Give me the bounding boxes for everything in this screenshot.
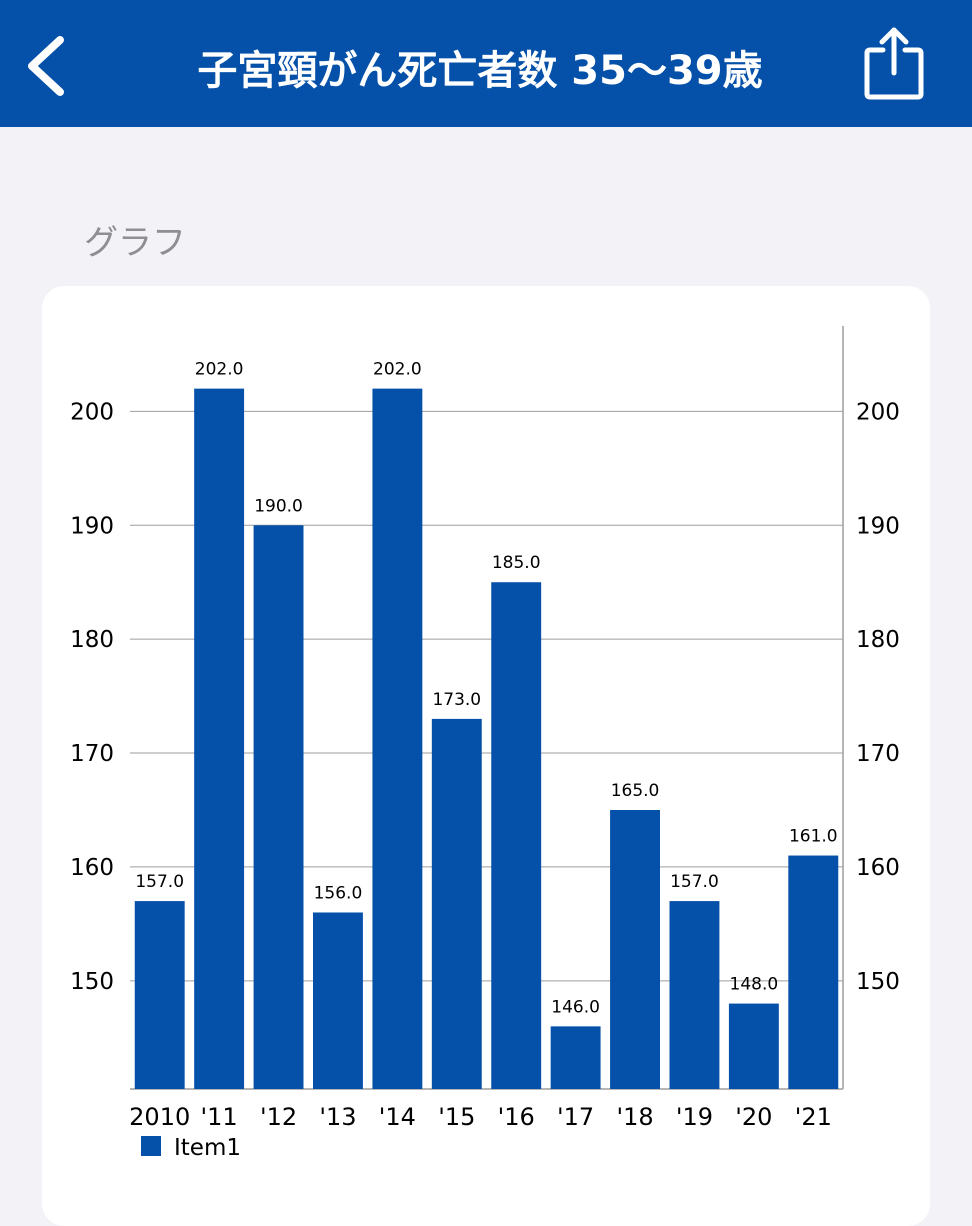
bar: [491, 582, 542, 1089]
bar: [372, 388, 423, 1089]
y-tick-label-right: 200: [856, 399, 900, 425]
x-tick-label: '11: [201, 1103, 238, 1131]
bar: [728, 1003, 779, 1089]
y-tick-label-right: 160: [856, 855, 900, 881]
x-tick-label: '16: [498, 1103, 535, 1131]
x-tick-label: '13: [319, 1103, 356, 1131]
x-tick-label: '12: [260, 1103, 297, 1131]
bar: [788, 855, 839, 1089]
data-label: 185.0: [492, 553, 541, 573]
data-label: 148.0: [730, 975, 779, 995]
chart-card: 150 150 160 160 170 170 180 180 190 190 200 200 157.…: [42, 286, 930, 1226]
page-title: 子宮頸がん死亡者数 35～39歳: [197, 48, 763, 94]
y-tick-label-right: 150: [856, 969, 900, 995]
bar: [313, 912, 363, 1089]
data-label: 157.0: [670, 872, 719, 892]
section-header-graph: グラフ: [84, 223, 186, 263]
y-tick-label-left: 180: [70, 627, 114, 653]
data-label: 173.0: [432, 690, 481, 710]
bar: [550, 1026, 601, 1089]
bar: [610, 809, 660, 1089]
x-tick-label: '17: [557, 1103, 594, 1131]
chevron-left-icon: [28, 36, 64, 96]
data-label: 165.0: [611, 781, 660, 801]
legend-label: Item1: [174, 1135, 241, 1161]
legend-swatch: [141, 1136, 161, 1156]
y-tick-label-right: 180: [856, 627, 900, 653]
y-tick-label-left: 190: [70, 513, 114, 539]
bar: [669, 901, 720, 1089]
x-tick-label: '15: [438, 1103, 475, 1131]
x-tick-label: '20: [735, 1103, 772, 1131]
data-label: 202.0: [195, 360, 244, 380]
bar: [134, 901, 185, 1089]
navigation-bar: 子宮頸がん死亡者数 35～39歳: [0, 0, 972, 127]
x-tick-label: '14: [379, 1103, 416, 1131]
y-tick-label-right: 170: [856, 741, 900, 767]
share-icon: [864, 27, 924, 100]
y-tick-label-right: 190: [856, 513, 900, 539]
x-tick-label: 2010: [129, 1103, 190, 1131]
bar: [194, 388, 245, 1089]
share-button[interactable]: [856, 22, 932, 106]
x-tick-label: '21: [795, 1103, 832, 1131]
bar: [431, 718, 482, 1089]
bar: [253, 525, 304, 1089]
y-tick-label-left: 150: [70, 969, 114, 995]
y-tick-label-left: 160: [70, 855, 114, 881]
x-tick-label: '18: [616, 1103, 653, 1131]
y-tick-label-left: 200: [70, 399, 114, 425]
data-label: 202.0: [373, 360, 422, 380]
data-label: 190.0: [254, 496, 303, 516]
x-tick-label: '19: [676, 1103, 713, 1131]
data-label: 157.0: [135, 872, 184, 892]
data-label: 146.0: [551, 997, 600, 1017]
data-label: 156.0: [314, 883, 363, 903]
data-label: 161.0: [789, 827, 838, 847]
y-tick-label-left: 170: [70, 741, 114, 767]
back-button[interactable]: [14, 28, 84, 104]
bar-chart: 150 150 160 160 170 170 180 180 190 190 200 200 157.…: [70, 326, 900, 1161]
